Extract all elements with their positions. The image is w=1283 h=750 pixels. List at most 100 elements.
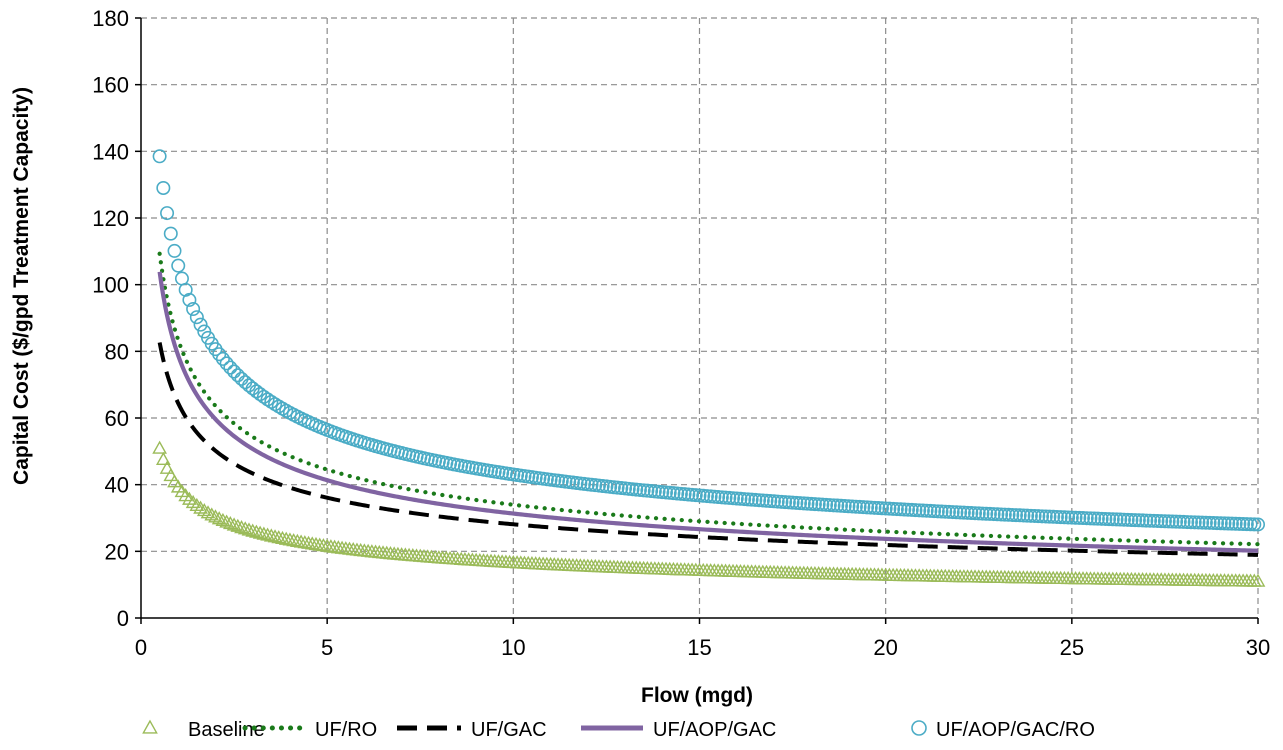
- data-point: [863, 500, 878, 515]
- data-point: [230, 368, 245, 383]
- y-tick-label: 40: [105, 473, 129, 498]
- data-point: [278, 531, 294, 545]
- data-point: [271, 530, 287, 544]
- tick-labels: 0 20 40 60 80 100 120 140 160 180 0 5 10 15 20 25 30: [92, 6, 1270, 660]
- data-point: [1072, 510, 1087, 525]
- data-point: [163, 467, 179, 482]
- data-point: [781, 495, 796, 510]
- data-point: [1020, 508, 1035, 523]
- data-point: [830, 498, 845, 513]
- legend-item: UF/RO: [242, 719, 377, 741]
- data-point: [1243, 517, 1258, 532]
- data-point: [1210, 516, 1225, 531]
- data-point: [1031, 509, 1046, 524]
- data-point: [785, 495, 800, 510]
- data-point: [778, 495, 793, 510]
- legend-swatch: [911, 720, 927, 736]
- data-point: [1143, 513, 1158, 528]
- data-point: [196, 502, 212, 517]
- data-point: [956, 505, 971, 520]
- data-point: [189, 497, 205, 512]
- data-point: [1057, 510, 1072, 525]
- data-point: [927, 504, 942, 519]
- data-point: [275, 530, 290, 545]
- data-point: [893, 502, 908, 517]
- data-point: [930, 504, 945, 519]
- data-point: [152, 149, 167, 164]
- series-uf-aop-gac: [157, 271, 1259, 553]
- data-point: [1061, 510, 1076, 525]
- y-tick-label: 160: [92, 73, 129, 98]
- data-point: [163, 226, 178, 241]
- data-point: [1012, 508, 1027, 523]
- data-point: [1124, 512, 1139, 527]
- data-point: [1217, 516, 1232, 531]
- data-point: [1169, 514, 1184, 529]
- data-point: [212, 347, 227, 362]
- data-point: [941, 504, 956, 519]
- data-point: [1146, 513, 1161, 528]
- data-point: [215, 512, 231, 527]
- data-point: [156, 180, 171, 195]
- series-line: [157, 342, 1259, 557]
- data-point: [796, 496, 811, 511]
- data-point: [178, 282, 193, 297]
- data-point: [994, 507, 1009, 522]
- data-point: [252, 525, 268, 539]
- data-point: [874, 501, 889, 516]
- series-line: [157, 271, 1259, 553]
- data-point: [260, 392, 275, 407]
- data-point: [763, 494, 778, 509]
- data-point: [1135, 513, 1150, 528]
- data-point: [811, 497, 826, 512]
- data-point: [800, 496, 815, 511]
- legend-label: UF/RO: [315, 719, 377, 741]
- data-point: [1221, 516, 1236, 531]
- data-point: [160, 206, 175, 221]
- data-point: [1251, 517, 1266, 532]
- data-point: [159, 460, 175, 474]
- data-point: [1120, 512, 1135, 527]
- data-point: [223, 360, 238, 375]
- legend-label: UF/GAC: [471, 719, 547, 741]
- data-point: [1046, 509, 1061, 524]
- data-point: [841, 499, 856, 514]
- data-point: [986, 507, 1001, 522]
- data-point: [1232, 516, 1247, 531]
- data-point: [1180, 515, 1195, 530]
- data-point: [1087, 511, 1102, 526]
- data-point: [934, 504, 949, 519]
- data-point: [1102, 512, 1117, 527]
- legend-item: UF/AOP/GAC/RO: [911, 719, 1095, 741]
- data-point: [1027, 508, 1042, 523]
- data-point: [234, 371, 249, 386]
- data-point: [968, 506, 983, 521]
- data-point: [822, 498, 837, 513]
- data-point: [1195, 515, 1210, 530]
- data-point: [971, 506, 986, 521]
- data-point: [897, 502, 912, 517]
- data-point: [249, 524, 264, 538]
- data-point: [237, 521, 253, 535]
- data-point: [793, 496, 808, 511]
- data-point: [807, 497, 822, 512]
- data-point: [226, 517, 242, 531]
- x-tick-label: 30: [1246, 635, 1270, 660]
- data-point: [253, 387, 268, 402]
- data-point: [1128, 513, 1143, 528]
- data-point: [915, 503, 930, 518]
- data-point: [867, 500, 882, 515]
- data-point: [282, 532, 298, 546]
- data-point: [1191, 515, 1206, 530]
- x-tick-label: 5: [321, 635, 333, 660]
- x-axis-title: Flow (mgd): [641, 684, 753, 707]
- legend: Baseline UF/RO UF/GAC UF/AOP/GAC UF/AOP/GAC/…: [142, 719, 1095, 741]
- plot-series: [152, 149, 1266, 587]
- data-point: [1068, 510, 1083, 525]
- data-point: [1042, 509, 1057, 524]
- x-tick-label: 15: [687, 635, 711, 660]
- legend-swatch: [142, 719, 158, 734]
- data-point: [1157, 514, 1172, 529]
- series-line: [157, 251, 1261, 547]
